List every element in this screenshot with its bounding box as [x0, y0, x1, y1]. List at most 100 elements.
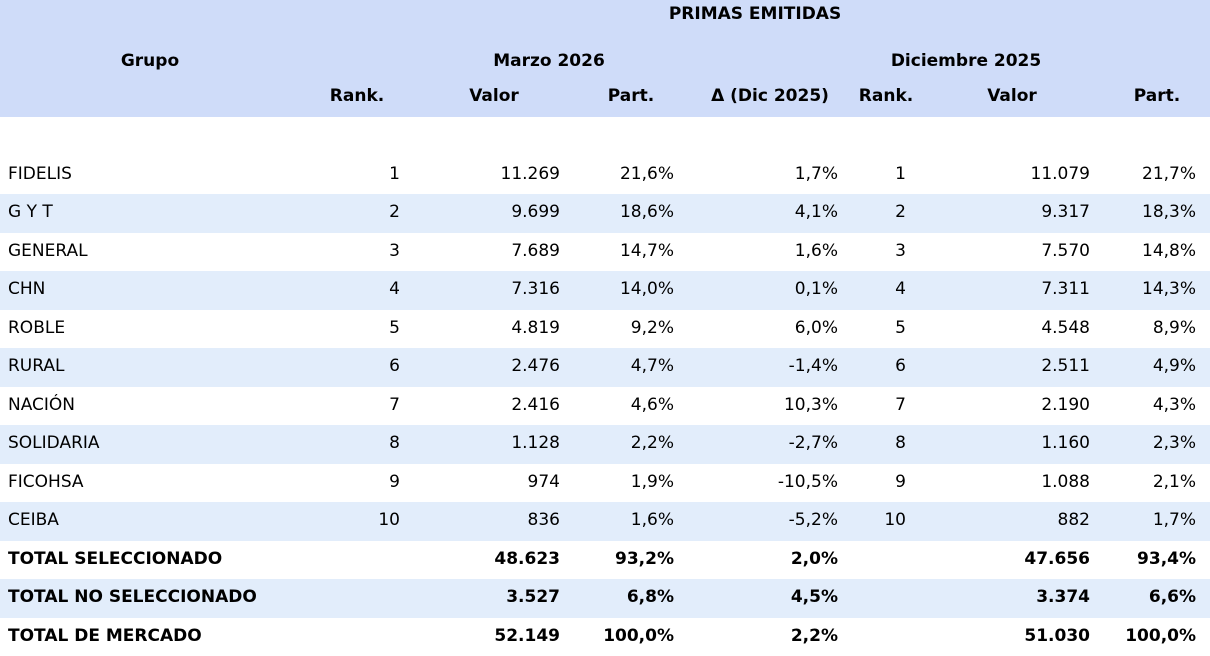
column-header-part-marzo: Part.: [574, 76, 688, 117]
gap-cell: [0, 117, 1210, 156]
cell-part1: 18,6%: [574, 194, 688, 233]
subheader-row: Rank. Valor Part. Δ (Dic 2025) Rank. Val…: [0, 76, 1210, 117]
cell-delta: -1,4%: [688, 348, 852, 387]
cell-valor1: 7.689: [414, 233, 574, 272]
cell-part1: 4,6%: [574, 387, 688, 426]
total-cell-rank2: [852, 618, 920, 656]
total-cell-part2: 100,0%: [1104, 618, 1210, 656]
cell-grupo: FICOHSA: [0, 464, 300, 503]
period-header-row: Grupo Marzo 2026 Diciembre 2025: [0, 30, 1210, 76]
total-cell-part1: 93,2%: [574, 541, 688, 580]
cell-delta: 6,0%: [688, 310, 852, 349]
cell-grupo: NACIÓN: [0, 387, 300, 426]
cell-rank2: 8: [852, 425, 920, 464]
column-header-diciembre-2025: Diciembre 2025: [852, 30, 1210, 76]
cell-grupo: ROBLE: [0, 310, 300, 349]
cell-valor1: 1.128: [414, 425, 574, 464]
cell-part1: 1,6%: [574, 502, 688, 541]
column-header-part-dic: Part.: [1104, 76, 1210, 117]
cell-rank1: 3: [300, 233, 414, 272]
cell-valor2: 2.190: [920, 387, 1104, 426]
cell-rank1: 7: [300, 387, 414, 426]
total-cell-delta: 4,5%: [688, 579, 852, 618]
cell-part1: 4,7%: [574, 348, 688, 387]
cell-rank1: 8: [300, 425, 414, 464]
cell-part1: 14,0%: [574, 271, 688, 310]
column-header-marzo-2026: Marzo 2026: [300, 30, 688, 76]
title-row: PRIMAS EMITIDAS: [0, 0, 1210, 30]
total-cell-rank1: [300, 579, 414, 618]
cell-part1: 2,2%: [574, 425, 688, 464]
total-cell-valor2: 3.374: [920, 579, 1104, 618]
total-cell-rank2: [852, 541, 920, 580]
total-cell-valor2: 47.656: [920, 541, 1104, 580]
cell-valor2: 4.548: [920, 310, 1104, 349]
total-cell-rank1: [300, 541, 414, 580]
total-cell-delta: 2,0%: [688, 541, 852, 580]
cell-rank2: 9: [852, 464, 920, 503]
total-cell-delta: 2,2%: [688, 618, 852, 656]
cell-rank2: 1: [852, 156, 920, 195]
cell-valor2: 1.160: [920, 425, 1104, 464]
cell-part2: 2,1%: [1104, 464, 1210, 503]
total-cell-valor1: 3.527: [414, 579, 574, 618]
cell-part2: 2,3%: [1104, 425, 1210, 464]
cell-part2: 21,7%: [1104, 156, 1210, 195]
cell-valor1: 9.699: [414, 194, 574, 233]
cell-grupo: RURAL: [0, 348, 300, 387]
cell-rank2: 5: [852, 310, 920, 349]
cell-rank2: 7: [852, 387, 920, 426]
cell-valor2: 11.079: [920, 156, 1104, 195]
cell-grupo: CEIBA: [0, 502, 300, 541]
cell-delta: 1,7%: [688, 156, 852, 195]
cell-part1: 21,6%: [574, 156, 688, 195]
column-header-rank-marzo: Rank.: [300, 76, 414, 117]
cell-delta: 1,6%: [688, 233, 852, 272]
cell-part1: 9,2%: [574, 310, 688, 349]
total-cell-part1: 6,8%: [574, 579, 688, 618]
cell-valor1: 836: [414, 502, 574, 541]
cell-valor2: 882: [920, 502, 1104, 541]
total-cell-rank1: [300, 618, 414, 656]
cell-grupo: FIDELIS: [0, 156, 300, 195]
column-header-valor-marzo: Valor: [414, 76, 574, 117]
period-header-delta-spacer: [688, 30, 852, 76]
title-row-left-spacer: [0, 0, 300, 30]
cell-valor2: 7.570: [920, 233, 1104, 272]
cell-delta: -10,5%: [688, 464, 852, 503]
cell-grupo: SOLIDARIA: [0, 425, 300, 464]
column-header-rank-dic: Rank.: [852, 76, 920, 117]
cell-grupo: GENERAL: [0, 233, 300, 272]
cell-rank2: 4: [852, 271, 920, 310]
cell-rank2: 10: [852, 502, 920, 541]
cell-delta: 4,1%: [688, 194, 852, 233]
cell-part2: 8,9%: [1104, 310, 1210, 349]
cell-part2: 4,3%: [1104, 387, 1210, 426]
cell-rank1: 4: [300, 271, 414, 310]
cell-part2: 18,3%: [1104, 194, 1210, 233]
cell-part2: 14,8%: [1104, 233, 1210, 272]
cell-delta: -2,7%: [688, 425, 852, 464]
total-cell-part2: 93,4%: [1104, 541, 1210, 580]
column-header-valor-dic: Valor: [920, 76, 1104, 117]
header-body-gap: [0, 117, 1210, 156]
cell-rank2: 2: [852, 194, 920, 233]
cell-delta: 10,3%: [688, 387, 852, 426]
cell-delta: -5,2%: [688, 502, 852, 541]
cell-rank2: 6: [852, 348, 920, 387]
cell-part1: 1,9%: [574, 464, 688, 503]
cell-part2: 1,7%: [1104, 502, 1210, 541]
